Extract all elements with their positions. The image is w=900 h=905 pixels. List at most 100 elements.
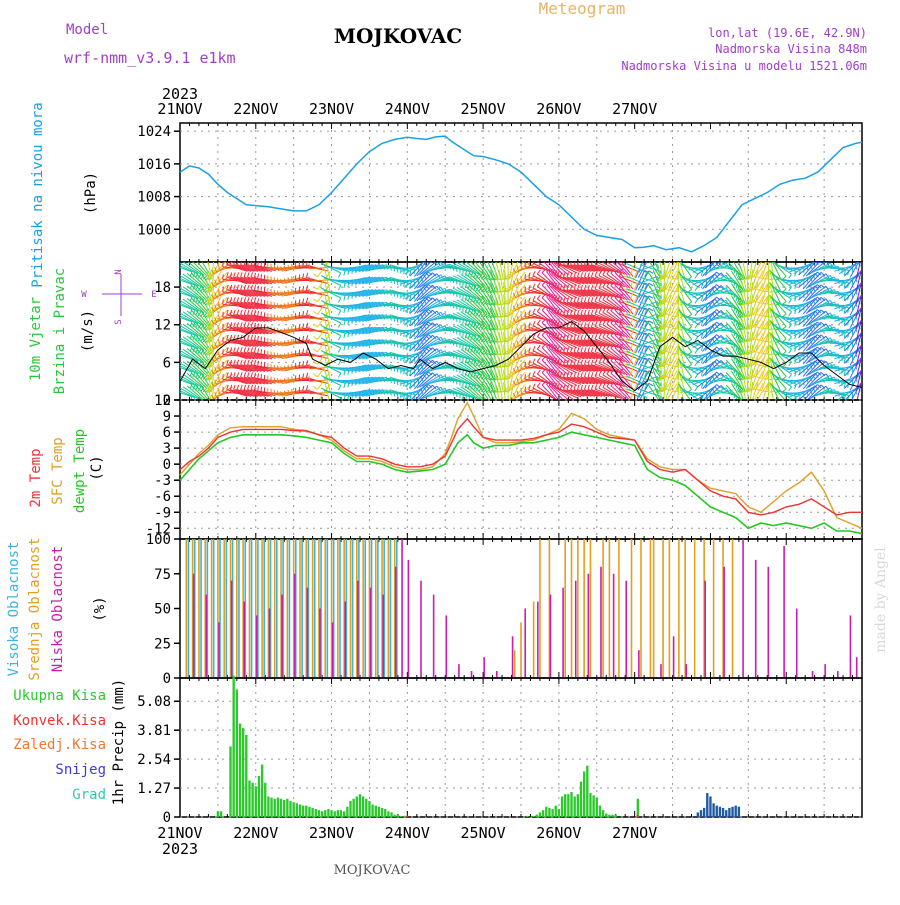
cloud-unit: (%) xyxy=(92,596,108,621)
wind-barb-flag xyxy=(525,324,526,329)
wind-barb-flag xyxy=(745,378,750,379)
y-tick-label: -6 xyxy=(154,489,171,505)
wind-barb-flag xyxy=(206,403,211,404)
wind-barb-flag xyxy=(251,335,253,340)
wind-barb-flag xyxy=(529,310,530,315)
wind-barb-flag xyxy=(789,274,792,278)
wind-barb-flag xyxy=(234,285,236,290)
wind-barb-flag xyxy=(206,303,211,304)
precip-legend-snow: Snijeg xyxy=(55,762,106,778)
wind-barb-flag xyxy=(234,385,236,390)
wind-barb-flag xyxy=(666,314,671,316)
wind-barb-flag xyxy=(584,360,586,365)
wind-barb-flag xyxy=(338,373,340,377)
wind-barb-flag xyxy=(574,310,576,315)
wind-barb-flag xyxy=(529,323,530,328)
wind-barb-flag xyxy=(599,334,601,338)
wind-barb-flag xyxy=(525,312,526,317)
wind-barb-flag xyxy=(574,360,576,365)
wind-barb-flag xyxy=(649,333,653,335)
wind-barb-flag xyxy=(649,296,653,298)
wind-barb-flag xyxy=(306,323,307,328)
wind-barb-flag xyxy=(745,403,750,404)
wind-barb-flag xyxy=(533,359,535,363)
wind-barb-flag xyxy=(313,386,317,389)
wind-barb-flag xyxy=(219,339,220,344)
wind-barb-flag xyxy=(584,310,586,315)
wind-barb-flag xyxy=(303,324,304,329)
wind-barb-flag xyxy=(745,366,750,367)
wind-barb-flag xyxy=(577,310,579,315)
wind-barb-flag xyxy=(237,347,239,352)
wind-barb xyxy=(611,286,628,300)
wind-barb-flag xyxy=(574,297,576,302)
wind-barb-flag xyxy=(745,328,750,329)
y-tick-label: 100 xyxy=(146,532,171,548)
wind-barb-flag xyxy=(789,387,792,391)
wind-barb-flag xyxy=(303,336,304,341)
wind-barb-flag xyxy=(206,401,210,404)
y-tick-label: 0 xyxy=(163,671,171,687)
wind-barb-flag xyxy=(313,274,317,277)
wind-barb-flag xyxy=(306,260,307,265)
y-tick-label: -9 xyxy=(154,505,171,521)
wind-barb-flag xyxy=(251,385,253,390)
wind-barb-flag xyxy=(251,372,253,377)
wind-barb-flag xyxy=(313,336,317,339)
temp-ylabel-dewpt: dewpt Temp xyxy=(72,429,88,513)
wind-barb-flag xyxy=(649,358,653,360)
wind-barb-flag xyxy=(695,362,698,366)
y-tick-label: 25 xyxy=(154,636,171,652)
wind-barb-flag xyxy=(666,389,671,391)
y-tick-label: 12 xyxy=(154,393,171,409)
wind-barb-flag xyxy=(542,257,546,260)
wind-barb-flag xyxy=(742,404,747,405)
wind-barb-flag xyxy=(506,401,511,403)
y-tick-label: 6 xyxy=(163,425,171,441)
wind-barb-flag xyxy=(241,372,243,377)
wind-barb-flag xyxy=(591,272,593,277)
x-tick-label: 24NOV xyxy=(385,100,430,118)
wind-barb-flag xyxy=(740,403,745,405)
wind-barb-flag xyxy=(219,327,220,332)
wind-barb-flag xyxy=(577,335,579,340)
wind-barb-flag xyxy=(695,324,698,328)
wind-barb-flag xyxy=(529,285,530,290)
x-tick-label: 27NOV xyxy=(612,100,657,118)
wind-barb-flag xyxy=(588,297,590,302)
wind-barb-flag xyxy=(599,371,601,375)
wind-barb-flag xyxy=(258,274,259,279)
x-tick-label: 22NOV xyxy=(233,100,278,118)
wind-barb-flag xyxy=(241,322,243,327)
wind-barb-flag xyxy=(484,401,488,404)
wind-barb-flag xyxy=(313,299,317,302)
wind-barb-flag xyxy=(581,335,583,340)
wind-barb-flag xyxy=(206,353,211,354)
wind-barb-flag xyxy=(537,345,540,349)
wind-barb-flag xyxy=(254,310,255,315)
wind-barb-flag xyxy=(237,272,239,277)
wind-barb-flag xyxy=(588,372,590,377)
wind-barb xyxy=(611,273,628,287)
wind-barb-flag xyxy=(306,360,307,365)
wind-barb-flag xyxy=(338,310,340,314)
y-tick-label: 75 xyxy=(154,567,171,583)
wind-barb-flag xyxy=(241,297,243,302)
wind-barb-flag xyxy=(533,309,535,313)
wind-barb-flag xyxy=(577,297,579,302)
wind-barb-flag xyxy=(206,278,211,279)
wind-barb-flag xyxy=(234,347,236,352)
wind-barb-flag xyxy=(695,274,698,278)
wind-barb-flag xyxy=(303,374,304,379)
wind-barb-flag xyxy=(313,311,317,314)
wind-barb-flag xyxy=(254,285,255,290)
wind-barb-flag xyxy=(656,402,660,405)
wind-barb-flag xyxy=(581,322,583,327)
x-tick-label: 25NOV xyxy=(461,824,506,842)
wind-barb-flag xyxy=(789,312,792,316)
wind-barb-flag xyxy=(241,385,243,390)
wind-barb-flag xyxy=(591,372,593,377)
